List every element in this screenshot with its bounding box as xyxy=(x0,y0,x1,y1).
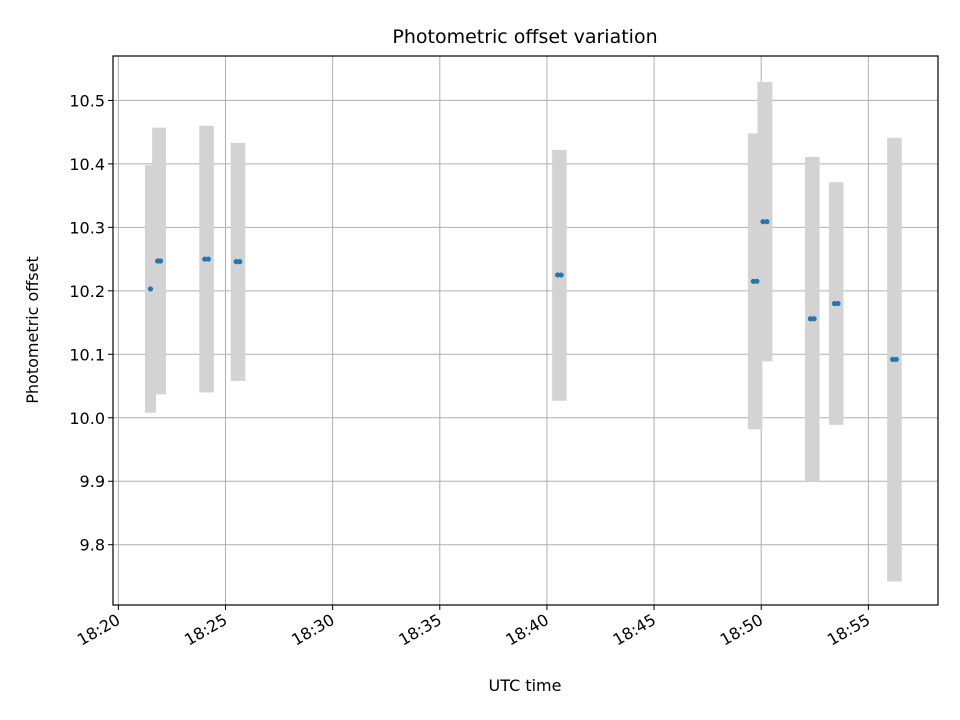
y-tick-label: 10.3 xyxy=(69,218,105,237)
y-tick-label: 9.8 xyxy=(80,536,105,555)
data-point xyxy=(890,356,896,362)
data-point xyxy=(760,219,766,225)
data-point xyxy=(835,300,841,307)
chart-title: Photometric offset variation xyxy=(392,26,657,48)
y-tick-label: 10.4 xyxy=(69,155,105,174)
data-points xyxy=(147,219,899,362)
data-point xyxy=(807,316,814,322)
y-tick-label: 10.0 xyxy=(69,409,105,428)
y-tick-label: 10.5 xyxy=(69,91,105,110)
data-point xyxy=(754,278,760,284)
data-point xyxy=(764,219,770,225)
x-axis-label: UTC time xyxy=(489,676,562,695)
y-axis-ticks: 9.8 9.9 10.0 10.1 10.2 10.3 10.4 10.5 xyxy=(69,91,113,555)
y-tick-label: 10.2 xyxy=(69,282,105,301)
data-point xyxy=(558,272,564,278)
data-point xyxy=(157,258,164,264)
grid xyxy=(113,56,938,605)
data-point xyxy=(205,256,211,262)
data-point xyxy=(750,278,756,284)
data-point xyxy=(147,286,154,292)
data-point xyxy=(811,316,817,322)
y-axis-label: Photometric offset xyxy=(23,256,42,404)
data-point xyxy=(202,256,208,262)
plot-frame xyxy=(112,55,939,606)
data-point xyxy=(233,259,239,265)
data-point xyxy=(893,356,899,362)
y-tick-label: 9.9 xyxy=(80,472,105,491)
y-tick-label: 10.1 xyxy=(69,345,105,364)
data-point xyxy=(831,300,838,307)
data-point xyxy=(237,259,243,265)
data-point xyxy=(555,272,561,278)
